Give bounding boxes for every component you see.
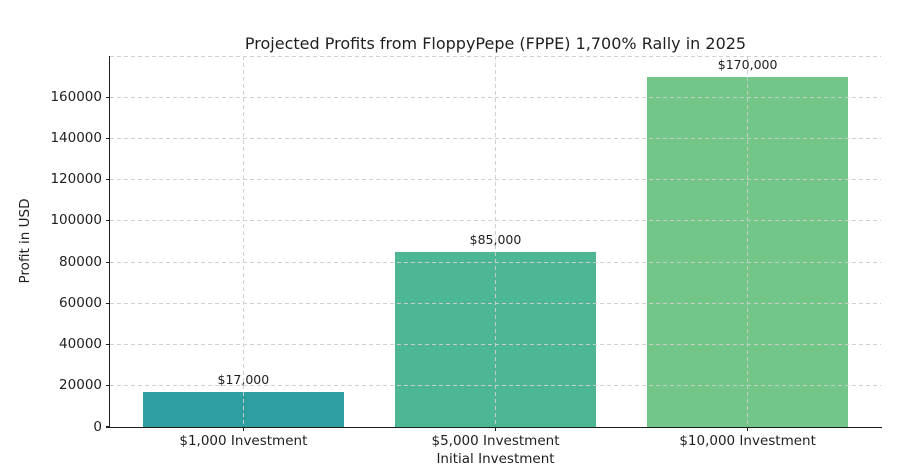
y-tick-label: 80000 [59,253,102,270]
y-axis-spine [109,56,111,427]
gridline-vertical [242,56,244,427]
gridline-vertical [495,56,496,427]
y-tick-label: 100000 [50,212,102,229]
bar-value-label: $17,000 [217,371,270,387]
y-tick-mark [106,343,110,346]
y-axis-title: Profit in USD [17,198,33,284]
x-tick-label: $10,000 Investment [679,433,816,449]
y-tick-label: 60000 [59,294,102,311]
y-tick-label: 160000 [50,88,102,105]
y-tick-mark [106,179,110,181]
y-tick-label: 20000 [59,377,102,394]
y-tick-mark [106,96,110,98]
chart-title: Projected Profits from FloppyPepe (FPPE)… [244,34,747,53]
y-tick-mark [106,426,110,428]
y-tick-mark [106,261,110,263]
bar-value-label: $170,000 [717,56,778,72]
bar-value-label: $85,000 [469,231,522,247]
y-tick-mark [106,385,110,387]
y-tick-mark [106,220,110,222]
x-axis-title: Initial Investment [436,451,555,467]
y-tick-label: 0 [93,418,102,435]
y-tick-label: 120000 [50,171,102,188]
x-tick-label: $1,000 Investment [179,433,308,449]
x-tick-mark [494,427,497,431]
y-tick-label: 140000 [50,129,102,146]
gridline-vertical [747,56,749,427]
x-tick-mark [747,427,749,431]
y-tick-mark [106,137,110,140]
y-tick-mark [106,302,110,304]
x-tick-mark [242,427,244,431]
y-tick-label: 40000 [59,336,102,353]
x-tick-label: $5,000 Investment [431,433,560,449]
